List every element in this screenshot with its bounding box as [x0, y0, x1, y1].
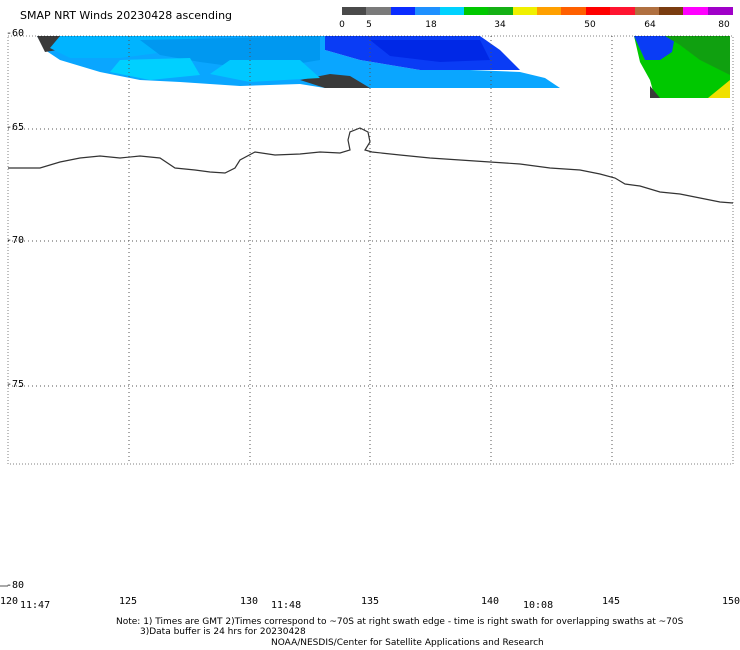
colorbar-segment [585, 7, 611, 15]
colorbar-segment [537, 7, 562, 15]
colorbar-label: 34 [494, 20, 506, 30]
wind-swath-right [634, 36, 730, 98]
time-label: 11:47 [20, 600, 51, 611]
map-title: SMAP NRT Winds 20230428 ascending [20, 9, 233, 22]
lat-lon-grid [0, 36, 733, 587]
colorbar-segment [634, 7, 660, 15]
lon-label-140: 140 [481, 596, 500, 607]
time-label: 11:48 [271, 600, 302, 611]
colorbar-segment [707, 7, 733, 15]
lon-label-135: 135 [361, 596, 380, 607]
lat-label-60: -60 [6, 28, 25, 39]
map-frame [7, 35, 734, 465]
credit-line: NOAA/NESDIS/Center for Satellite Applica… [271, 638, 544, 648]
colorbar-segment [683, 7, 709, 15]
lon-label-145: 145 [602, 596, 621, 607]
lat-label-80: -80 [6, 580, 25, 591]
lat-label-65: -65 [6, 122, 25, 133]
colorbar-label: 5 [366, 20, 372, 30]
colorbar-segment [439, 7, 465, 15]
note-line-2: 3)Data buffer is 24 hrs for 20230428 [140, 627, 306, 637]
colorbar-label: 0 [339, 20, 345, 30]
colorbar-segment [342, 7, 367, 15]
note-line-1: Note: 1) Times are GMT 2)Times correspon… [116, 617, 684, 627]
colorbar-label: 50 [584, 20, 596, 30]
colorbar-segment [658, 7, 684, 15]
colorbar-segment [488, 7, 514, 15]
lon-label-125: 125 [119, 596, 138, 607]
colorbar-segment [390, 7, 416, 15]
antarctic-coastline [8, 127, 734, 204]
lon-label-130: 130 [240, 596, 259, 607]
lat-label-75: -75 [6, 379, 25, 390]
colorbar-label: 80 [718, 20, 730, 30]
wind-swath-left [37, 36, 560, 88]
colorbar-segment [561, 7, 587, 15]
colorbar-label: 18 [425, 20, 437, 30]
colorbar-segment [415, 7, 440, 15]
colorbar-segment [512, 7, 538, 15]
colorbar-label: 64 [644, 20, 656, 30]
time-label: 10:08 [523, 600, 554, 611]
lon-label-120: 120 [0, 596, 19, 607]
lon-label-150: 150 [722, 596, 740, 607]
colorbar-segment [610, 7, 635, 15]
lat-label-70: -70 [6, 235, 25, 246]
colorbar-segment [366, 7, 392, 15]
colorbar-segment [463, 7, 489, 15]
